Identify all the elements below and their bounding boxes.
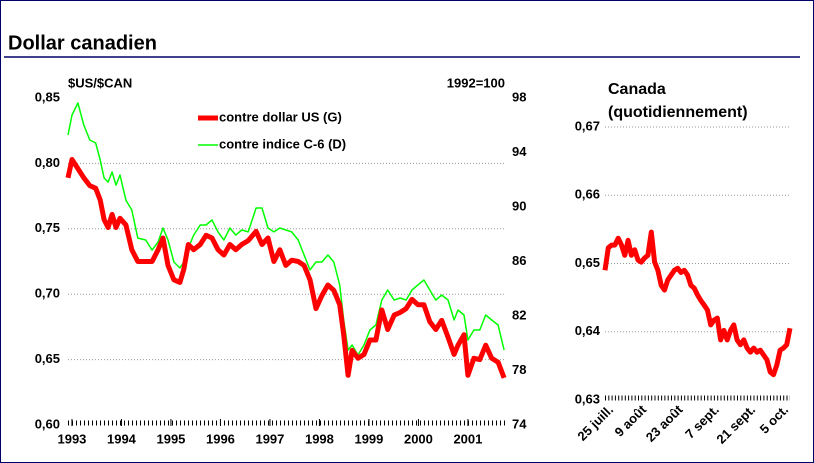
y-tick-label: 0,67 (575, 118, 600, 133)
y2-tick-label: 74 (512, 416, 527, 431)
y-tick-label: 0,66 (575, 187, 600, 202)
x-tick-label: 1994 (107, 431, 137, 446)
legend-label: contre indice C-6 (D) (219, 136, 346, 151)
y-tick-label: 0,65 (575, 255, 600, 270)
series-line (602, 229, 793, 378)
y2-tick-label: 90 (512, 198, 526, 213)
y2-axis-label: 1992=100 (447, 75, 505, 90)
panel-title: Canada (608, 81, 666, 98)
y-tick-label: 0,80 (35, 155, 60, 170)
y2-tick-label: 94 (512, 144, 527, 159)
x-tick-label: 1995 (156, 431, 185, 446)
series-line (65, 157, 507, 379)
x-tick-label: 1996 (206, 431, 235, 446)
legend-label: contre dollar US (G) (219, 109, 342, 124)
y2-tick-label: 82 (512, 307, 526, 322)
x-tick-label: 1999 (354, 431, 383, 446)
y-tick-label: 0,63 (575, 391, 600, 406)
y-tick-label: 0,75 (35, 220, 60, 235)
y-axis-label: $US/$CAN (68, 75, 132, 90)
y2-tick-label: 98 (512, 89, 526, 104)
series-line (67, 102, 505, 356)
y-tick-label: 0,70 (35, 286, 60, 301)
y-tick-label: 0,85 (35, 89, 60, 104)
y2-tick-label: 78 (512, 362, 526, 377)
x-tick-label: 2000 (404, 431, 433, 446)
y2-tick-label: 86 (512, 253, 526, 268)
y-tick-label: 0,60 (35, 416, 60, 431)
x-tick-label: 1993 (57, 431, 86, 446)
y-tick-label: 0,65 (35, 351, 60, 366)
x-tick-label: 1997 (255, 431, 284, 446)
panel-subtitle: (quotidiennement) (608, 104, 748, 121)
x-tick-label: 1998 (305, 431, 334, 446)
x-tick-label: 2001 (453, 431, 482, 446)
y-tick-label: 0,64 (575, 323, 601, 338)
chart-title: Dollar canadien (8, 32, 157, 54)
